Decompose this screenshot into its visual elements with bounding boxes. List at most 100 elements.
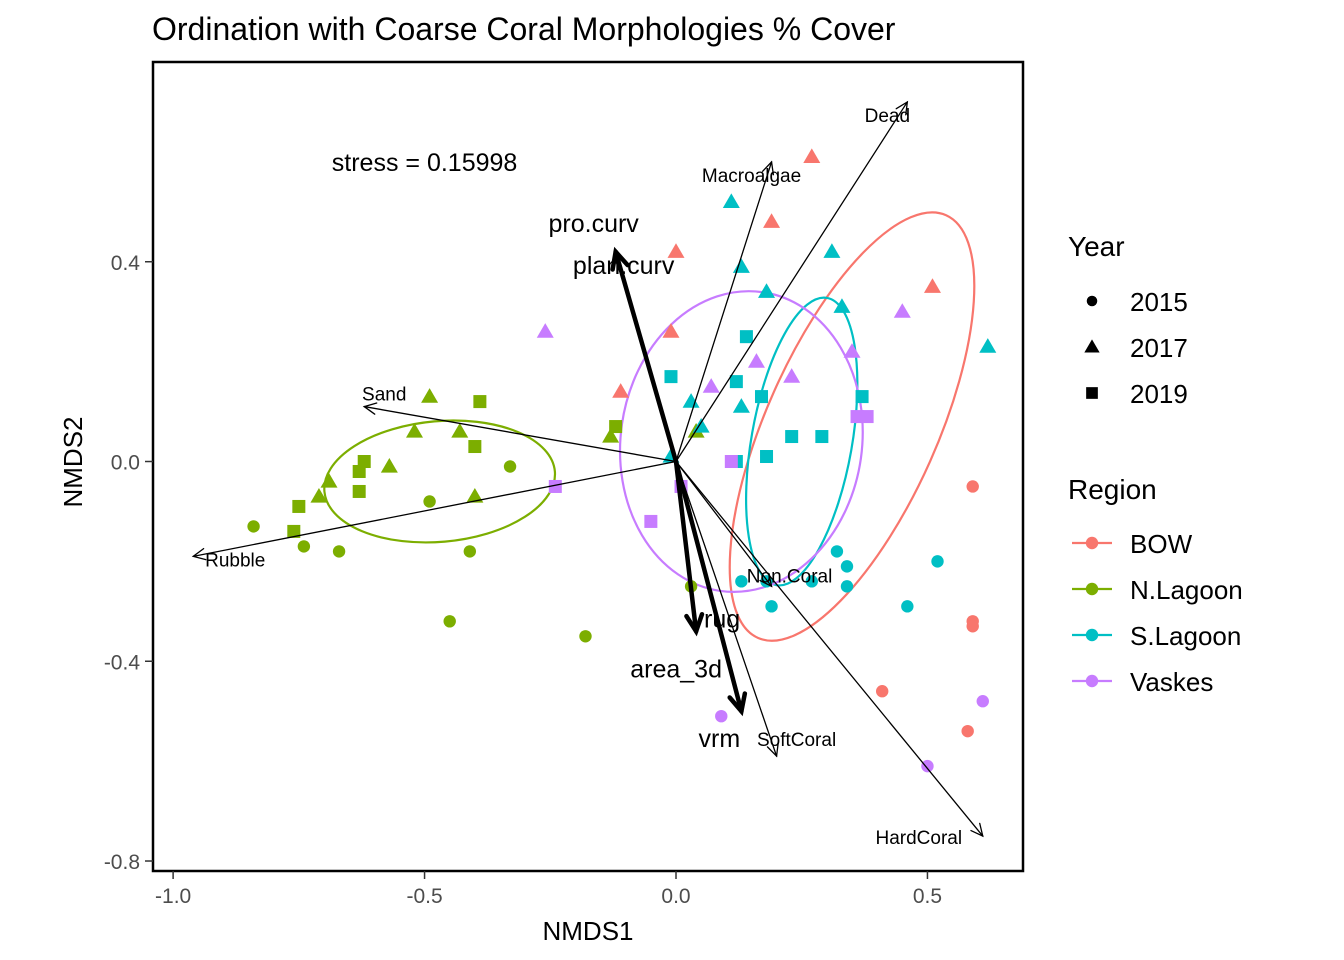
point-n-lagoon-circle (247, 520, 260, 533)
point-vaskes-circle (921, 759, 934, 773)
point-n-lagoon-triangle (310, 487, 328, 503)
species-vectors: Dead Macroalgae Sand Rubble Non.Coral SoftCor… (191, 100, 984, 849)
y-tick-label: 0.0 (111, 452, 140, 475)
ellipse-bow (728, 211, 976, 642)
species-label-dead: Dead (865, 106, 910, 127)
point-n-lagoon-square (357, 455, 371, 469)
env-label-rug: rug (704, 605, 740, 633)
y-tick-label: 0.4 (111, 252, 141, 275)
point-n-lagoon-triangle (466, 487, 484, 503)
point-n-lagoon-triangle (602, 428, 620, 443)
point-n-lagoon-triangle (320, 472, 338, 488)
legend-region-label: Vaskes (1130, 667, 1213, 697)
point-vaskes-square (548, 479, 562, 493)
point-s-lagoon-circle (840, 580, 854, 593)
point-s-lagoon-circle (931, 555, 944, 568)
point-s-lagoon-triangle (732, 398, 750, 413)
point-bow-triangle (923, 278, 941, 293)
env-label-pro-curv: pro.curv (549, 210, 640, 238)
point-vaskes-circle (976, 695, 989, 708)
point-s-lagoon-triangle (979, 338, 997, 353)
point-n-lagoon-triangle (421, 388, 439, 403)
point-bow-circle (966, 620, 979, 633)
point-s-lagoon-triangle (833, 298, 851, 313)
point-bow-triangle (662, 323, 680, 338)
species-vector-hardcoral (675, 460, 984, 838)
point-n-lagoon-circle (579, 630, 592, 643)
point-n-lagoon-square (609, 420, 623, 434)
point-vaskes-triangle (893, 303, 911, 318)
point-s-lagoon-square (785, 430, 799, 444)
point-n-lagoon-square (473, 395, 487, 409)
point-vaskes-circle (715, 709, 728, 723)
panel-border (151, 60, 1025, 873)
point-n-lagoon-circle (332, 545, 346, 558)
point-bow-triangle (763, 213, 781, 228)
point-s-lagoon-circle (735, 575, 748, 588)
stress-annotation: stress = 0.15998 (332, 149, 518, 177)
point-s-lagoon-square (815, 430, 829, 444)
species-vector-dead (675, 100, 909, 463)
point-n-lagoon-square (352, 484, 366, 498)
ellipse-n-lagoon (323, 419, 557, 544)
x-tick-label: -1.0 (155, 885, 191, 908)
point-s-lagoon-circle (805, 575, 818, 588)
point-s-lagoon-triangle (682, 393, 700, 408)
point-n-lagoon-triangle (380, 458, 398, 473)
point-n-lagoon-square (352, 464, 366, 478)
point-vaskes-square (644, 514, 658, 528)
ellipse-s-lagoon (745, 296, 859, 587)
legend-dot-n-lagoon (1085, 582, 1099, 596)
point-s-lagoon-triangle (823, 243, 841, 258)
species-vector-rubble (191, 460, 677, 561)
x-axis: -1.0 -0.5 0.0 0.5 (155, 871, 942, 908)
legend-year-label: 2015 (1130, 287, 1188, 317)
point-bow-triangle (667, 243, 685, 258)
legend-dot-s-lagoon (1085, 628, 1099, 642)
point-vaskes-square (850, 410, 864, 424)
legend-year: Year 2015 2017 2019 (1068, 231, 1188, 409)
sample-points (247, 148, 997, 773)
point-s-lagoon-square (739, 330, 753, 344)
point-bow-triangle (803, 148, 821, 164)
legend-key-square (1086, 387, 1098, 399)
legend-dot-bow (1085, 536, 1099, 550)
y-tick-label: -0.4 (104, 651, 141, 674)
env-label-vrm: vrm (699, 725, 741, 753)
point-n-lagoon-circle (297, 540, 311, 553)
point-n-lagoon-triangle (406, 423, 424, 438)
point-bow-circle (961, 724, 974, 738)
point-vaskes-triangle (747, 353, 765, 368)
species-label-hardcoral: HardCoral (875, 828, 962, 849)
legend-region-label: BOW (1130, 529, 1193, 559)
point-bow-circle (966, 480, 979, 493)
point-vaskes-triangle (843, 343, 861, 358)
point-n-lagoon-square (287, 524, 301, 538)
point-s-lagoon-circle (901, 600, 914, 613)
point-s-lagoon-triangle (732, 258, 750, 273)
legend-region-label: N.Lagoon (1130, 575, 1243, 605)
x-tick-label: 0.5 (913, 885, 942, 908)
y-axis: -0.8 -0.4 0.0 0.4 (104, 252, 153, 874)
species-label-rubble: Rubble (205, 550, 265, 571)
legend-region: Region BOW N.Lagoon S.Lagoon Vaskes (1068, 474, 1243, 697)
point-n-lagoon-circle (443, 615, 456, 628)
point-s-lagoon-circle (840, 560, 854, 573)
legend-region-label: S.Lagoon (1130, 621, 1241, 651)
point-vaskes-triangle (702, 378, 720, 393)
point-vaskes-triangle (536, 323, 554, 338)
species-label-softcoral: SoftCoral (757, 730, 836, 751)
legend-year-title: Year (1068, 231, 1125, 262)
point-s-lagoon-circle (830, 545, 844, 558)
species-vector-sand (362, 402, 677, 463)
species-vector-non-coral (675, 460, 773, 588)
species-vector-softcoral (675, 460, 779, 758)
legend-year-label: 2017 (1130, 333, 1188, 363)
species-vector-macroalgae (675, 160, 775, 463)
species-label-sand: Sand (362, 385, 406, 406)
point-s-lagoon-square (729, 375, 743, 389)
species-label-macroalgae: Macroalgae (702, 166, 801, 187)
point-vaskes-square (724, 455, 738, 469)
env-vector-rug (673, 459, 705, 637)
